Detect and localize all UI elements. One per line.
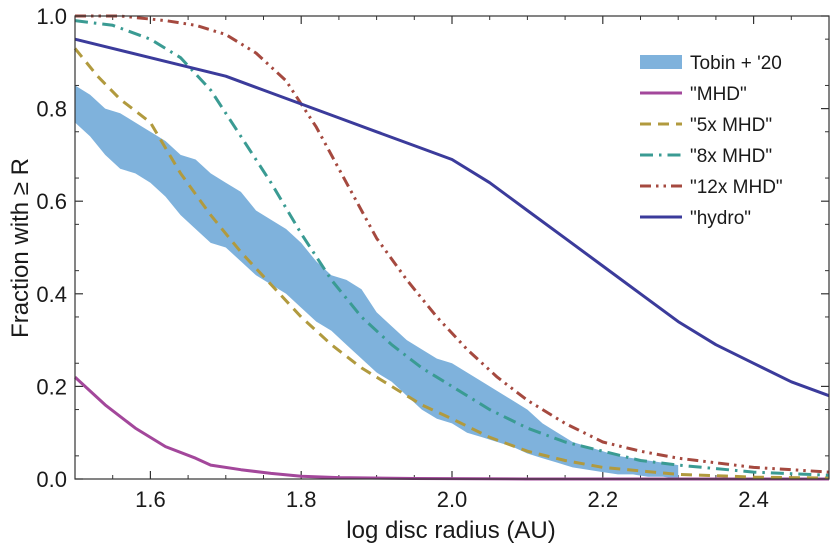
legend-label-5: "hydro" (690, 208, 751, 229)
x-axis-title: log disc radius (AU) (346, 517, 555, 544)
series-line-1 (73, 47, 830, 480)
legend-label-1: "MHD" (690, 84, 747, 105)
plot-frame (74, 15, 830, 480)
y-tick-label: 0.4 (36, 282, 67, 307)
y-tick-label: 0.0 (36, 467, 67, 492)
x-tick-label: 2.4 (738, 487, 769, 512)
y-tick-label: 0.2 (36, 374, 67, 399)
legend-label-3: "8x MHD" (690, 146, 772, 167)
x-tick-label: 2.0 (437, 487, 468, 512)
x-tick-label: 1.8 (286, 487, 317, 512)
series-line-2 (74, 19, 830, 477)
legend: Tobin + '20 "MHD" "5x MHD" "8x MHD" "12x MHD… (640, 53, 783, 229)
y-axis-title: Fraction with ≥ R (7, 158, 34, 338)
legend-label-4: "12x MHD" (690, 177, 783, 198)
x-tick-label: 2.2 (588, 487, 619, 512)
series-line-3 (75, 14, 830, 474)
y-tick-label: 0.8 (36, 97, 67, 122)
series-line-4 (74, 37, 830, 398)
y-tick-label: 1.0 (36, 4, 67, 29)
band-tobin-20 (75, 85, 679, 480)
legend-label-2: "5x MHD" (690, 115, 772, 136)
legend-label-0: Tobin + '20 (690, 53, 782, 74)
plot-layer: 0.0 0.2 0.4 0.6 0.8 1.0 1.6 1.8 2.0 2.2 2.4 (36, 4, 830, 512)
y-tick-label: 0.6 (36, 189, 67, 214)
legend-swatch-band (640, 55, 682, 69)
x-tick-label: 1.6 (135, 487, 166, 512)
